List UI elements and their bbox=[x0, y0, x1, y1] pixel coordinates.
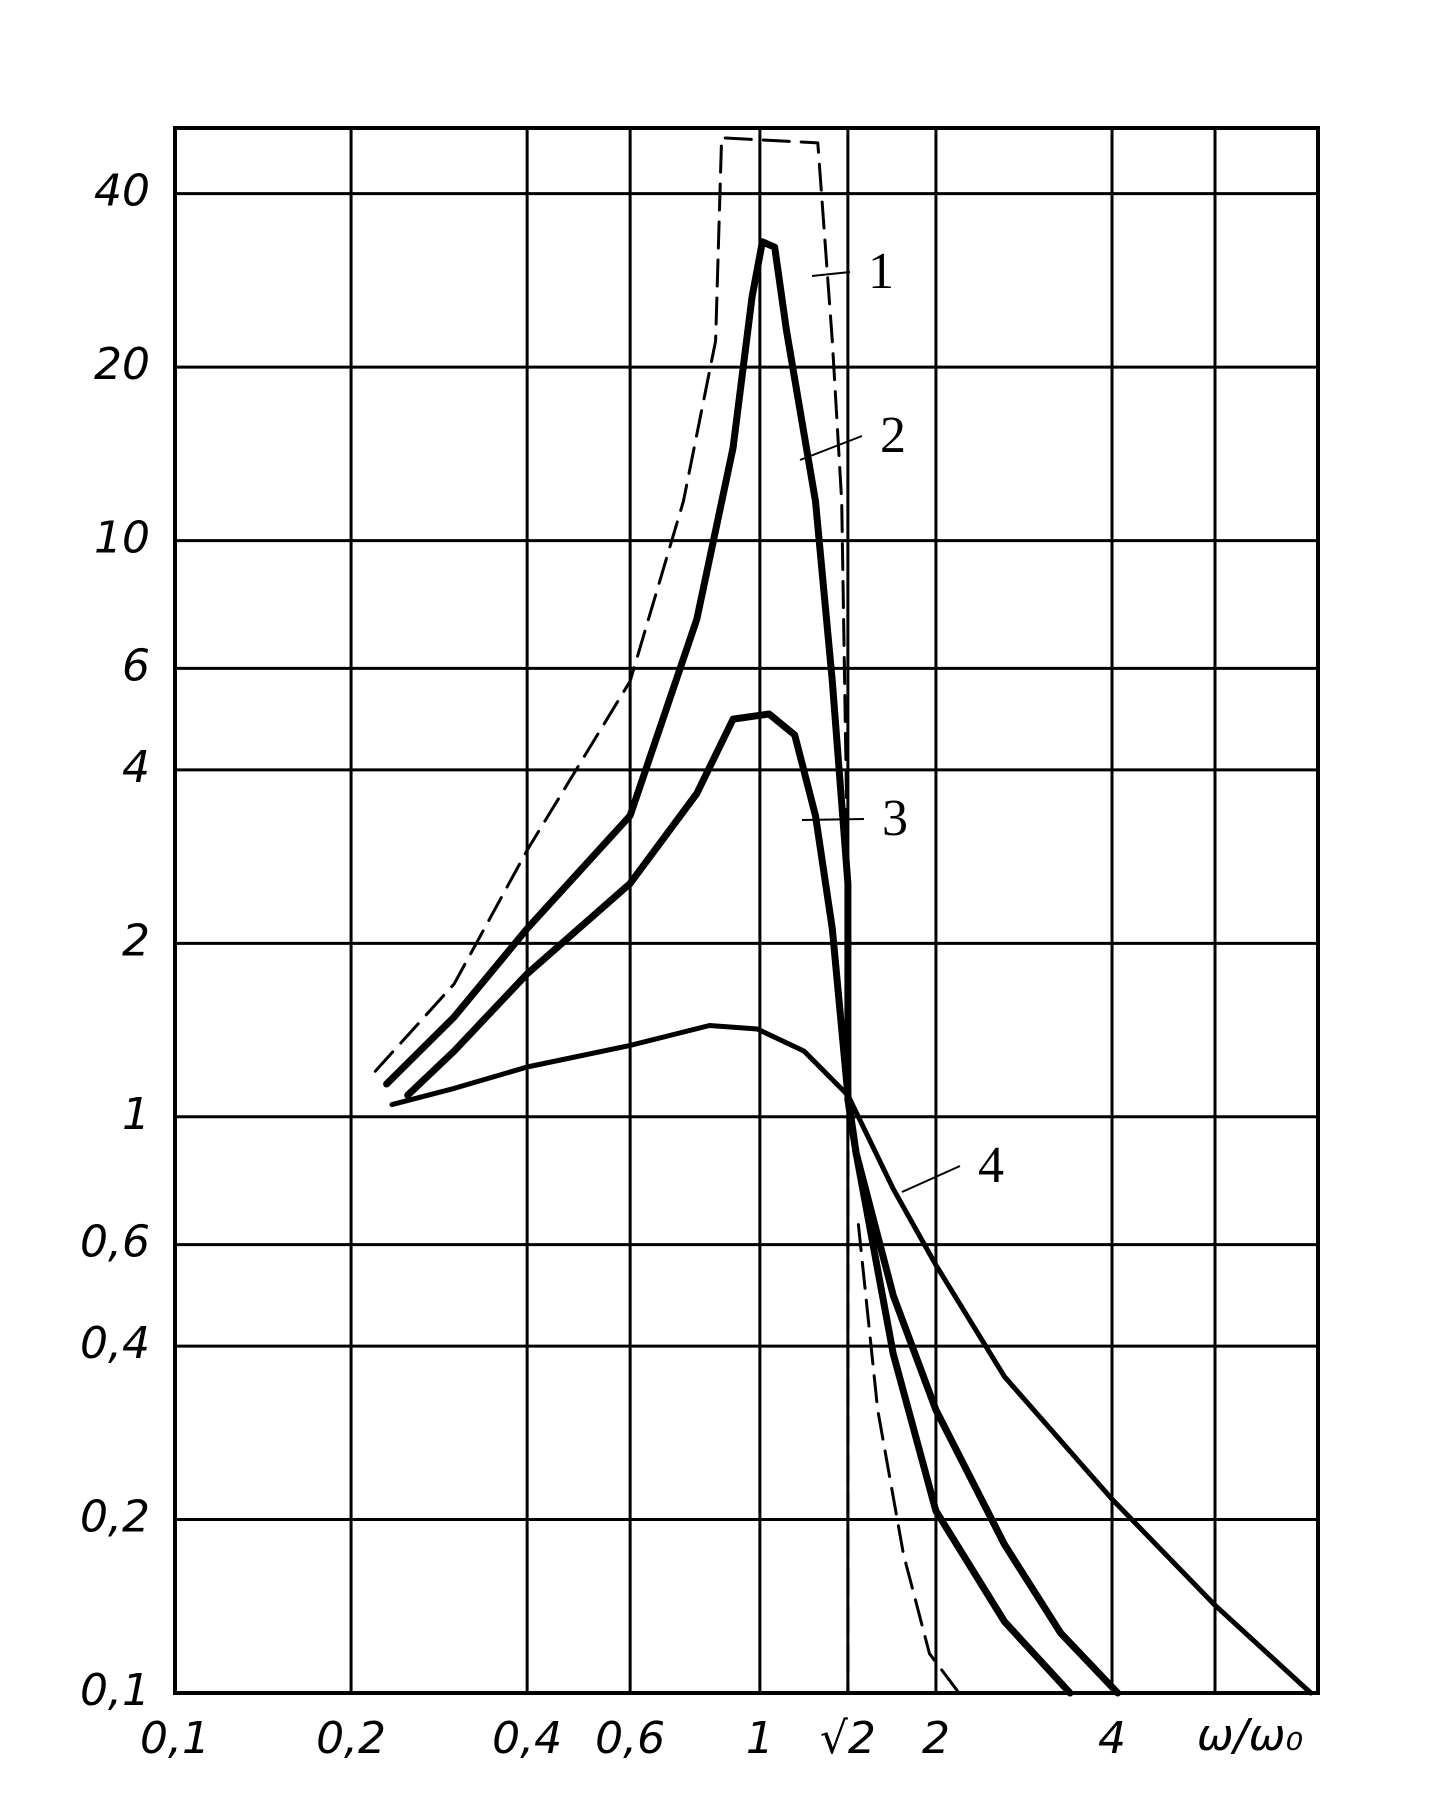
y-tick-label: 1 bbox=[122, 1089, 150, 1140]
y-tick-label: 0,4 bbox=[80, 1318, 150, 1369]
y-tick-label: 20 bbox=[94, 339, 150, 390]
leader-line bbox=[901, 1165, 961, 1193]
curve bbox=[373, 136, 961, 1695]
x-tick-label: 0,6 bbox=[595, 1713, 665, 1764]
x-tick-label: √2 bbox=[820, 1713, 876, 1764]
x-tick-label: 0,4 bbox=[492, 1713, 562, 1764]
x-axis-label: ω/ω₀ bbox=[1197, 1710, 1303, 1761]
leader-line bbox=[799, 435, 863, 461]
y-tick-label: 0,6 bbox=[80, 1217, 150, 1268]
x-tick-label: 4 bbox=[1098, 1713, 1126, 1764]
curve bbox=[404, 710, 1122, 1697]
leader-line bbox=[801, 818, 865, 821]
leader-line bbox=[811, 271, 851, 277]
y-tick-label: 6 bbox=[122, 640, 150, 691]
y-tick-label: 10 bbox=[94, 513, 150, 564]
curve-label: 1 bbox=[868, 243, 894, 300]
x-tick-label: 2 bbox=[922, 1713, 950, 1764]
y-tick-label: 4 bbox=[122, 742, 150, 793]
x-tick-label: 0,2 bbox=[316, 1713, 386, 1764]
y-tick-label: 0,2 bbox=[80, 1492, 150, 1543]
curve-label: 4 bbox=[978, 1137, 1004, 1194]
curve-label: 3 bbox=[882, 790, 908, 847]
curve-label: 2 bbox=[880, 407, 906, 464]
curve bbox=[389, 1023, 1314, 1696]
x-tick-label: 0,1 bbox=[140, 1713, 210, 1764]
curve bbox=[383, 238, 1074, 1697]
y-tick-label: 2 bbox=[122, 915, 150, 966]
plot-frame bbox=[173, 126, 1320, 1695]
y-tick-label: 40 bbox=[94, 166, 150, 217]
x-tick-label: 1 bbox=[746, 1713, 774, 1764]
y-tick-label: 0,1 bbox=[80, 1665, 150, 1716]
